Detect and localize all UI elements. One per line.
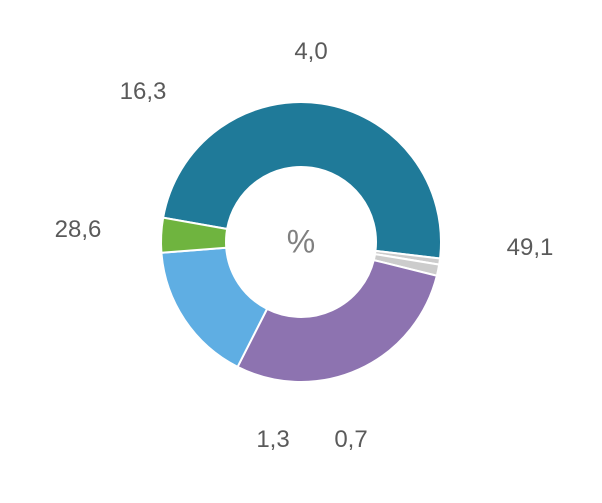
donut-chart: 49,1 0,7 1,3 28,6 16,3 4,0 % <box>0 0 602 503</box>
slice-label-1: 0,7 <box>334 426 367 454</box>
slice-label-0: 49,1 <box>507 234 554 262</box>
slice-label-5: 4,0 <box>294 38 327 66</box>
center-label: % <box>287 224 315 261</box>
slice-label-2: 1,3 <box>256 426 289 454</box>
slice-label-4: 16,3 <box>120 78 167 106</box>
donut-slice-3 <box>238 260 437 382</box>
slice-label-3: 28,6 <box>55 216 102 244</box>
